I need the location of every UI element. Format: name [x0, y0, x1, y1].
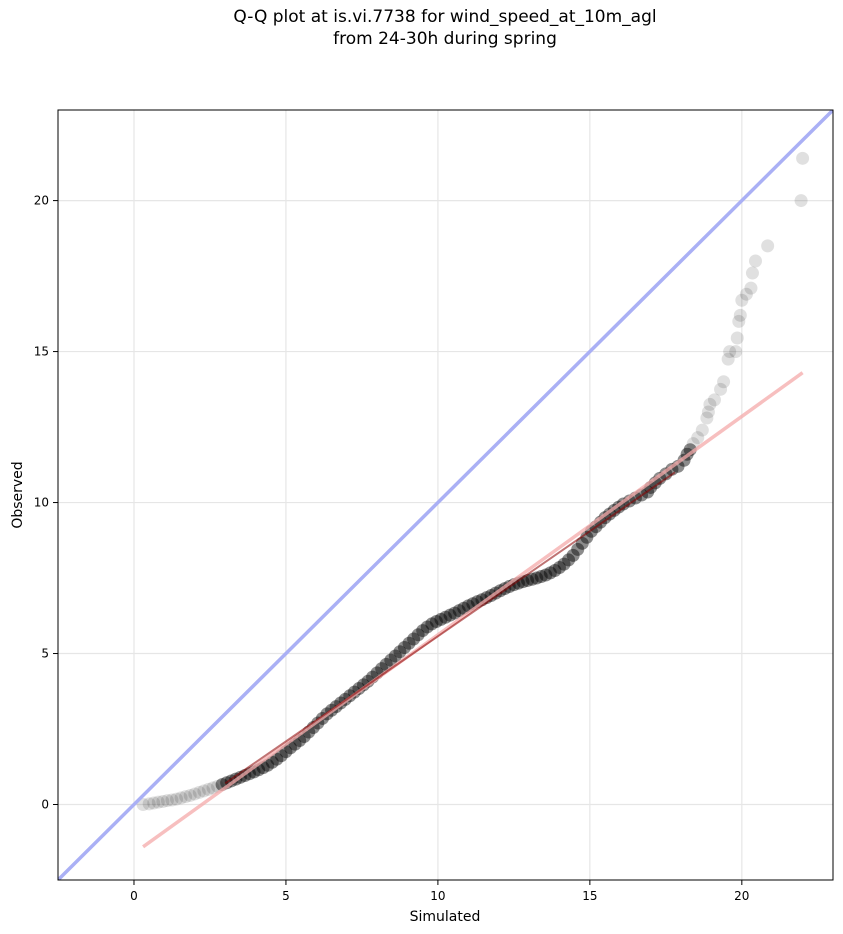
data-point	[439, 610, 452, 624]
data-point	[735, 293, 749, 307]
data-point	[761, 239, 775, 253]
y-tick-label: 0	[41, 798, 49, 812]
data-point	[197, 784, 211, 798]
data-point	[562, 553, 576, 567]
data-point	[703, 397, 717, 411]
chart-title: Q-Q plot at is.vi.7738 for wind_speed_at…	[233, 7, 657, 27]
data-point	[425, 617, 439, 631]
data-point	[434, 612, 448, 626]
identity-line	[58, 110, 833, 880]
x-tick-label: 0	[130, 889, 138, 903]
x-tick-label: 20	[734, 889, 749, 903]
data-point	[397, 640, 411, 654]
data-point	[420, 620, 434, 634]
data-point	[534, 570, 548, 584]
data-point	[393, 645, 407, 659]
data-point	[156, 794, 170, 808]
grid-lines	[58, 110, 833, 880]
data-point	[721, 352, 735, 366]
data-point	[170, 792, 184, 806]
x-tick-label: 10	[430, 889, 445, 903]
data-point	[575, 536, 589, 550]
data-point	[732, 314, 746, 328]
data-point	[151, 795, 165, 809]
data-point	[739, 287, 753, 301]
data-point	[525, 572, 539, 586]
data-point	[695, 423, 709, 437]
data-point	[174, 791, 188, 805]
data-point	[261, 758, 275, 772]
data-point	[571, 542, 585, 556]
data-point	[270, 752, 284, 766]
chart-subtitle: from 24-30h during spring	[333, 29, 557, 49]
data-point	[749, 254, 762, 268]
data-point	[160, 794, 174, 808]
data-point	[701, 405, 715, 419]
fit-line-overlap	[224, 471, 676, 785]
data-point	[557, 557, 571, 571]
data-point	[552, 560, 566, 574]
data-point	[717, 375, 731, 389]
data-point	[580, 530, 594, 544]
plot-frame	[57, 109, 834, 881]
y-tick-label: 15	[34, 345, 49, 359]
data-point	[730, 331, 744, 345]
chart-title-block: Q-Q plot at is.vi.7738 for wind_speed_at…	[0, 6, 843, 50]
data-point	[744, 281, 758, 295]
y-tick-label: 5	[41, 647, 49, 661]
data-point	[352, 682, 366, 696]
data-point	[416, 624, 430, 638]
data-point	[407, 632, 421, 646]
data-point	[457, 601, 471, 615]
y-tick-label: 10	[34, 496, 49, 510]
data-point	[548, 563, 562, 577]
data-point	[165, 793, 179, 807]
data-point	[516, 575, 530, 589]
data-point	[745, 266, 759, 280]
data-point	[402, 636, 416, 650]
data-point	[429, 615, 443, 629]
data-point	[265, 755, 279, 769]
data-point	[543, 566, 557, 580]
data-point	[142, 797, 156, 811]
data-points	[136, 151, 810, 812]
data-point	[179, 790, 193, 804]
data-point	[411, 628, 425, 642]
data-point	[729, 345, 743, 359]
reference-lines	[58, 110, 833, 880]
y-tick-label: 20	[34, 194, 49, 208]
data-point	[707, 393, 721, 407]
data-point	[700, 411, 714, 425]
data-point	[530, 571, 544, 585]
x-tick-label: 5	[282, 889, 290, 903]
data-point	[714, 382, 728, 396]
data-point	[796, 151, 810, 165]
data-point	[136, 798, 150, 812]
x-axis-label: Simulated	[410, 909, 481, 925]
axis-ticks: 0 5 10 15 20 0 5 10 15 20	[34, 194, 750, 903]
data-point	[242, 767, 256, 781]
data-point	[274, 749, 288, 763]
x-tick-label: 15	[582, 889, 597, 903]
data-point	[448, 606, 462, 620]
data-point	[539, 568, 553, 582]
data-point	[183, 788, 197, 802]
data-point	[733, 308, 747, 322]
data-point	[201, 782, 215, 796]
data-point	[192, 785, 206, 799]
data-point	[206, 781, 220, 795]
data-point	[388, 649, 402, 663]
data-point	[443, 608, 457, 622]
data-point	[691, 431, 705, 445]
data-point	[723, 345, 737, 359]
data-point	[794, 194, 808, 208]
data-point	[188, 787, 202, 801]
y-axis-label: Observed	[10, 461, 26, 528]
data-point	[384, 653, 398, 667]
fit-line	[142, 371, 804, 849]
data-point	[452, 604, 466, 618]
data-point	[147, 796, 161, 810]
data-point	[566, 548, 580, 562]
